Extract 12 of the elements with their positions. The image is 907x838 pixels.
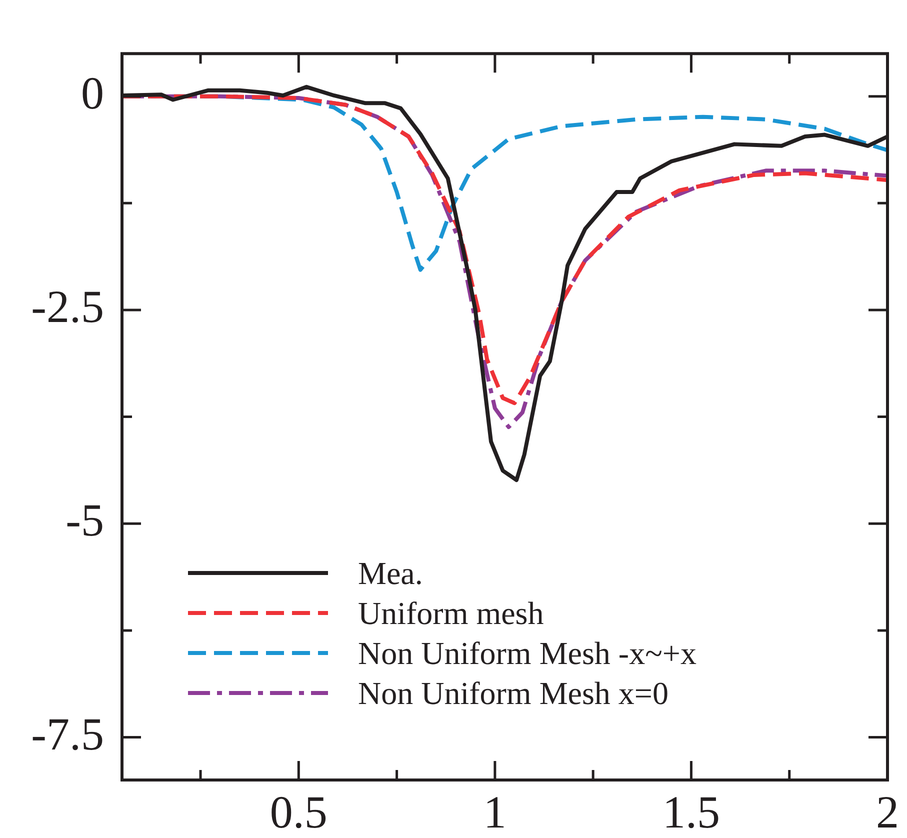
legend-label: Non Uniform Mesh x=0 xyxy=(358,674,668,712)
legend-label: Mea. xyxy=(358,554,423,592)
y-tick-label: 0 xyxy=(81,67,104,118)
x-tick-label: 0.5 xyxy=(270,786,328,838)
x-tick-label: 1.5 xyxy=(662,786,720,838)
x-tick-label: 2 xyxy=(876,786,899,838)
legend-label: Non Uniform Mesh -x~+x xyxy=(358,634,696,672)
legend-label: Uniform mesh xyxy=(358,594,544,632)
y-tick-label: -2.5 xyxy=(31,281,104,332)
y-tick-label: -7.5 xyxy=(31,708,104,760)
y-tick-label: -5 xyxy=(66,494,104,546)
x-tick-label: 1 xyxy=(483,786,506,838)
